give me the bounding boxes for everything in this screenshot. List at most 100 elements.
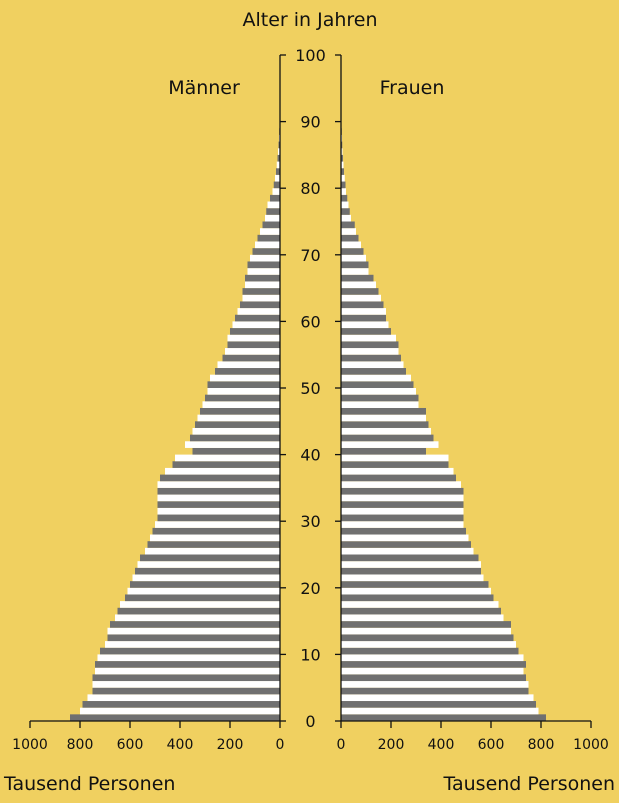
maenner-bar-age-47 xyxy=(202,401,280,408)
maenner-x-tick-label-200: 200 xyxy=(217,737,244,753)
left-x-axis-title: Tausend Personen xyxy=(3,773,175,795)
maenner-bar-age-78 xyxy=(270,194,280,202)
maenner-bar-age-82 xyxy=(276,168,280,175)
maenner-bar-age-11 xyxy=(105,641,280,648)
maenner-bar-age-26 xyxy=(147,541,280,548)
frauen-bar-age-64 xyxy=(341,288,379,295)
maenner-bar-age-14 xyxy=(110,621,280,628)
maenner-bar-age-18 xyxy=(125,594,280,602)
frauen-bar-age-46 xyxy=(341,407,426,415)
maenner-bar-age-22 xyxy=(135,567,280,575)
frauen-bar-age-63 xyxy=(341,294,381,302)
maenner-bar-age-70 xyxy=(252,248,280,255)
maenner-bar-age-86 xyxy=(278,141,280,149)
frauen-bar-age-7 xyxy=(341,667,524,675)
maenner-x-tick-label-600: 600 xyxy=(117,737,144,753)
frauen-bar-age-82 xyxy=(341,168,344,175)
maenner-bar-age-44 xyxy=(195,421,280,428)
age-tick-label-50: 50 xyxy=(300,379,320,398)
frauen-bar-age-8 xyxy=(341,661,526,668)
maenner-bar-age-27 xyxy=(150,534,280,542)
frauen-bar-age-41 xyxy=(341,441,439,448)
frauen-bar-age-69 xyxy=(341,254,366,262)
frauen-bar-age-85 xyxy=(341,148,343,155)
maenner-panel-label: Männer xyxy=(168,77,240,99)
maenner-bar-age-61 xyxy=(237,308,280,315)
maenner-bar-age-12 xyxy=(107,634,280,642)
maenner-bar-age-16 xyxy=(117,607,280,615)
age-axis-title: Alter in Jahren xyxy=(242,9,377,31)
maenner-bar-age-48 xyxy=(205,394,280,402)
frauen-bar-age-6 xyxy=(341,674,526,682)
frauen-bar-age-57 xyxy=(341,334,396,342)
maenner-bar-age-6 xyxy=(92,674,280,682)
frauen-bar-age-23 xyxy=(341,561,481,568)
frauen-bar-age-45 xyxy=(341,414,426,422)
maenner-bar-age-74 xyxy=(262,221,280,229)
frauen-bar-age-52 xyxy=(341,368,406,375)
frauen-bar-age-14 xyxy=(341,621,511,628)
maenner-bar-age-54 xyxy=(222,354,280,362)
maenner-x-tick-label-1000: 1000 xyxy=(12,737,48,753)
frauen-bar-age-59 xyxy=(341,321,389,329)
frauen-x-tick-label-0: 0 xyxy=(337,737,346,753)
maenner-bar-age-55 xyxy=(225,348,280,355)
maenner-bar-age-57 xyxy=(227,334,280,342)
frauen-bar-age-31 xyxy=(341,507,464,515)
age-tick-label-40: 40 xyxy=(300,446,320,465)
maenner-bar-age-41 xyxy=(185,441,280,448)
age-tick-label-10: 10 xyxy=(300,645,320,664)
maenner-bar-age-65 xyxy=(245,281,280,289)
maenner-bar-age-19 xyxy=(127,587,280,595)
frauen-bar-age-56 xyxy=(341,341,399,349)
frauen-bar-age-42 xyxy=(341,434,434,442)
frauen-bar-age-38 xyxy=(341,461,449,468)
frauen-bar-age-72 xyxy=(341,234,359,242)
frauen-bar-age-15 xyxy=(341,614,504,622)
maenner-bar-age-68 xyxy=(247,261,280,269)
frauen-bar-age-32 xyxy=(341,501,464,508)
frauen-bar-age-62 xyxy=(341,301,384,309)
frauen-bar-age-24 xyxy=(341,554,479,562)
maenner-bar-age-24 xyxy=(140,554,280,562)
age-tick-label-70: 70 xyxy=(300,246,320,265)
maenner-bar-age-35 xyxy=(157,481,280,488)
frauen-bar-age-19 xyxy=(341,587,491,595)
frauen-bar-age-12 xyxy=(341,634,514,642)
frauen-bar-age-35 xyxy=(341,481,461,488)
maenner-bar-age-66 xyxy=(245,274,280,282)
maenner-bar-age-17 xyxy=(120,601,280,608)
maenner-bar-age-46 xyxy=(200,407,280,415)
maenner-bar-age-10 xyxy=(100,647,280,655)
maenner-bar-age-21 xyxy=(132,574,280,582)
maenner-bar-age-8 xyxy=(95,661,280,668)
maenner-bar-age-63 xyxy=(242,294,280,302)
age-tick-label-0: 0 xyxy=(305,712,315,731)
frauen-bar-age-54 xyxy=(341,354,401,362)
maenner-bars xyxy=(70,121,280,721)
frauen-bar-age-78 xyxy=(341,194,348,202)
maenner-bar-age-31 xyxy=(157,507,280,515)
maenner-bar-age-81 xyxy=(275,174,280,182)
frauen-bar-age-27 xyxy=(341,534,469,542)
maenner-bar-age-43 xyxy=(192,427,280,435)
frauen-bar-age-30 xyxy=(341,514,464,522)
frauen-bar-age-34 xyxy=(341,487,464,495)
frauen-bar-age-26 xyxy=(341,541,471,548)
maenner-bar-age-75 xyxy=(265,214,280,222)
frauen-bar-age-33 xyxy=(341,494,464,502)
frauen-bar-age-36 xyxy=(341,474,456,482)
maenner-bar-age-29 xyxy=(155,521,280,528)
frauen-bar-age-17 xyxy=(341,601,499,608)
maenner-bar-age-52 xyxy=(215,368,280,375)
frauen-bar-age-68 xyxy=(341,261,369,269)
frauen-bar-age-1 xyxy=(341,707,539,715)
maenner-bar-age-37 xyxy=(165,467,280,475)
age-tick-label-20: 20 xyxy=(300,579,320,598)
maenner-bar-age-33 xyxy=(157,494,280,502)
age-tick-labels: 0 10 20 30 40 50 60 70 80 90 100 xyxy=(295,46,326,731)
frauen-bar-age-43 xyxy=(341,427,431,435)
frauen-x-tick-label-400: 400 xyxy=(428,737,455,753)
frauen-bar-age-9 xyxy=(341,654,524,662)
